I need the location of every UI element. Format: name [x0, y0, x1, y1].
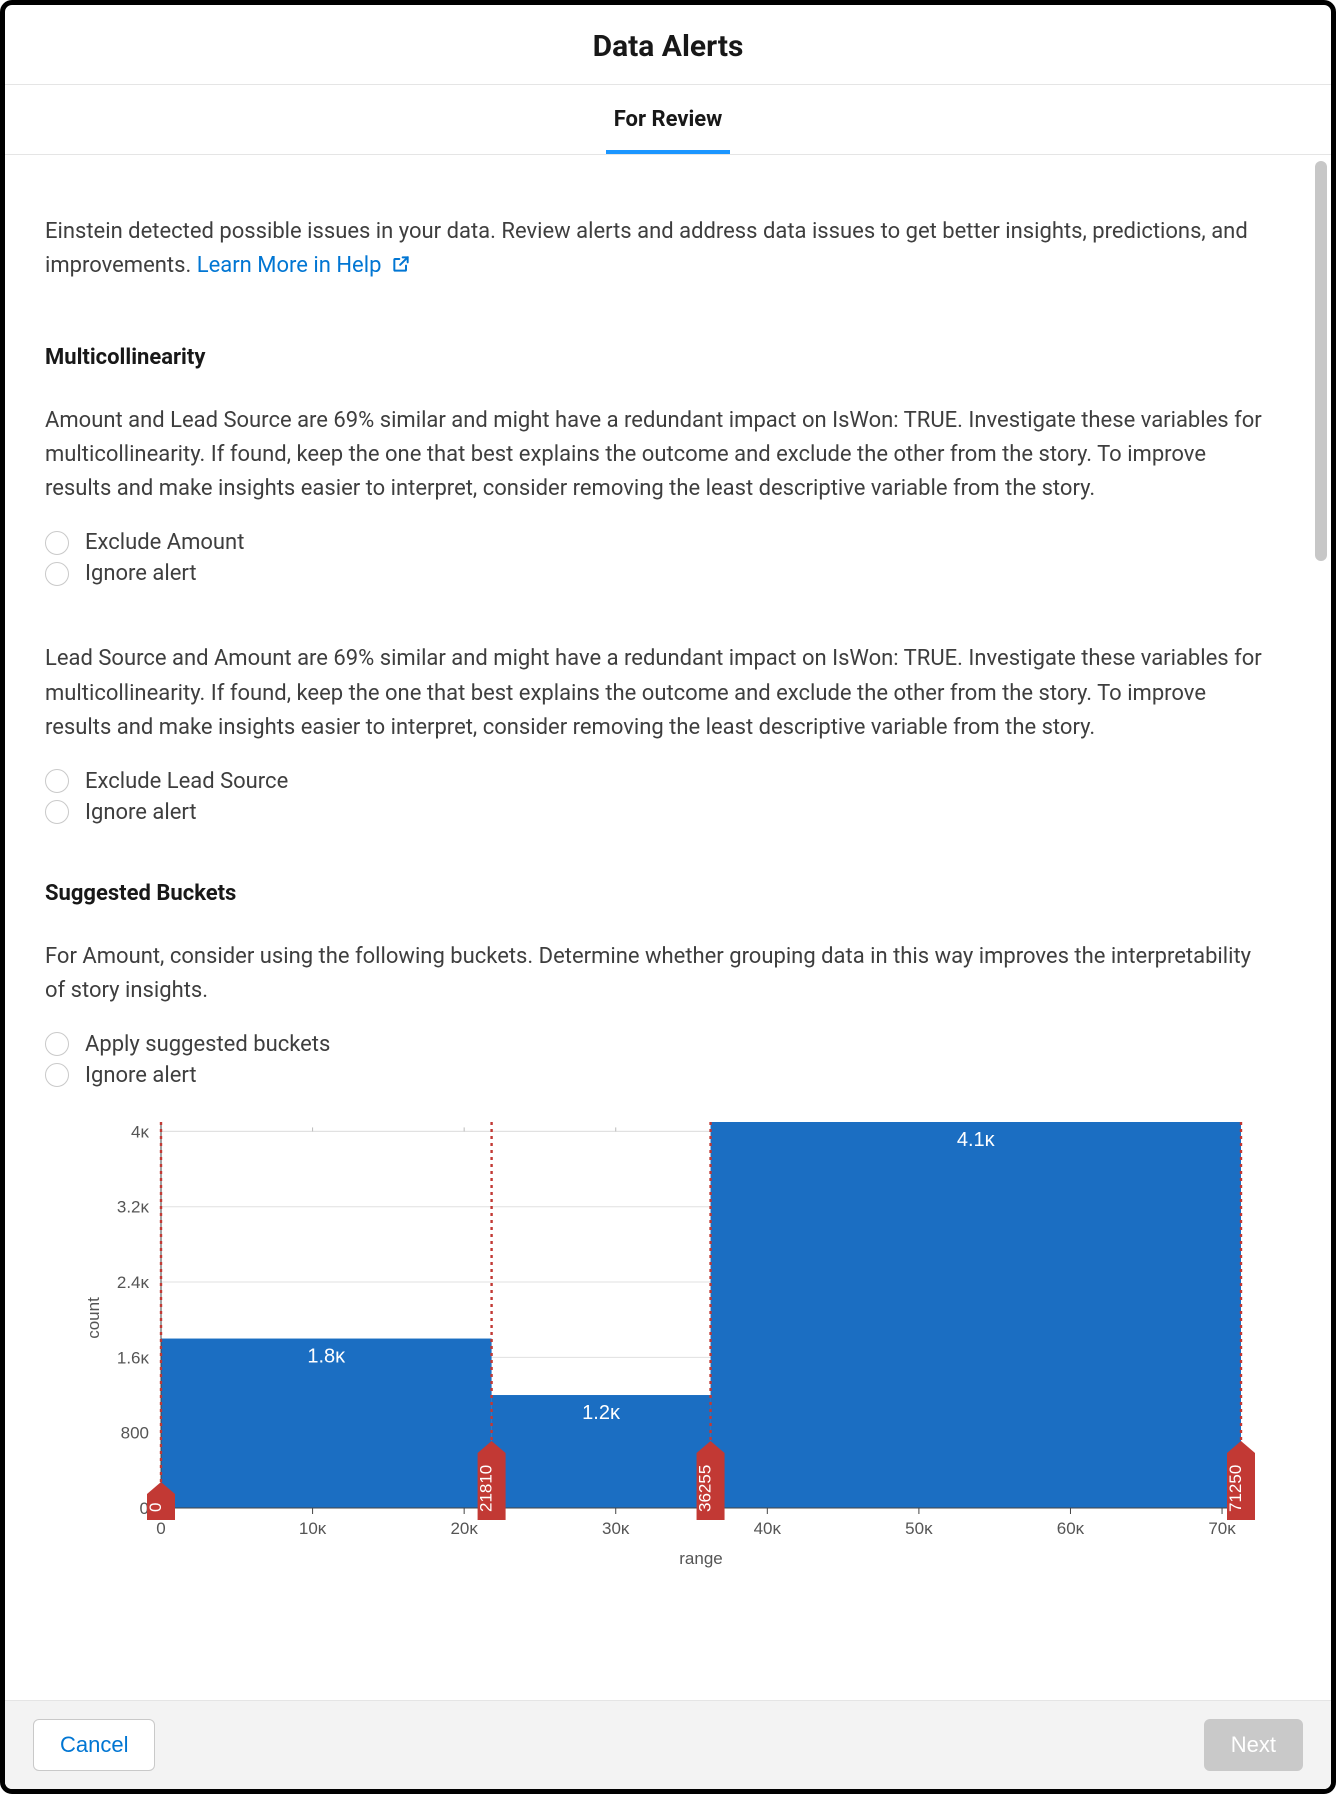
radio-exclude-lead-source[interactable]: Exclude Lead Source [45, 769, 1273, 794]
svg-text:40ᴋ: 40ᴋ [754, 1519, 782, 1538]
alert-text: Amount and Lead Source are 69% similar a… [45, 404, 1273, 506]
radio-label: Ignore alert [85, 561, 197, 586]
svg-text:21810: 21810 [477, 1465, 496, 1512]
modal-footer: Cancel Next [5, 1700, 1331, 1789]
radio-label: Apply suggested buckets [85, 1032, 330, 1057]
next-button[interactable]: Next [1204, 1719, 1303, 1771]
svg-text:60ᴋ: 60ᴋ [1057, 1519, 1085, 1538]
radio-label: Exclude Amount [85, 530, 244, 555]
intro-paragraph: Einstein detected possible issues in you… [45, 215, 1273, 285]
data-alerts-modal: Data Alerts For Review Einstein detected… [0, 0, 1336, 1794]
svg-text:2.4ᴋ: 2.4ᴋ [117, 1273, 150, 1292]
multicollinearity-alert-1: Amount and Lead Source are 69% similar a… [45, 404, 1273, 586]
svg-text:0: 0 [146, 1502, 165, 1511]
radio-exclude-amount[interactable]: Exclude Amount [45, 530, 1273, 555]
content-scroll-wrap: Einstein detected possible issues in you… [5, 155, 1331, 1700]
learn-more-link[interactable]: Learn More in Help [197, 253, 411, 278]
suggested-buckets-heading: Suggested Buckets [45, 881, 1273, 906]
svg-text:50ᴋ: 50ᴋ [905, 1519, 933, 1538]
modal-header: Data Alerts [5, 5, 1331, 85]
bucket-histogram: 0 800 1.6ᴋ 2.4ᴋ 3.2ᴋ 4ᴋ 0 10ᴋ 20ᴋ 30ᴋ 40ᴋ 50ᴋ 60ᴋ 70ᴋ… [71, 1118, 1273, 1622]
svg-text:71250: 71250 [1226, 1465, 1245, 1512]
radio-icon [45, 1063, 69, 1087]
radio-label: Exclude Lead Source [85, 769, 288, 794]
svg-text:70ᴋ: 70ᴋ [1208, 1519, 1236, 1538]
radio-icon [45, 800, 69, 824]
external-link-icon [391, 251, 411, 285]
multicollinearity-heading: Multicollinearity [45, 345, 1273, 370]
scrollbar-track[interactable] [1315, 161, 1327, 1694]
radio-icon [45, 531, 69, 555]
modal-title: Data Alerts [5, 29, 1331, 64]
svg-text:4ᴋ: 4ᴋ [131, 1122, 149, 1141]
radio-label: Ignore alert [85, 1063, 197, 1088]
tab-for-review[interactable]: For Review [606, 85, 731, 154]
svg-text:0: 0 [156, 1519, 165, 1538]
svg-text:count: count [84, 1297, 103, 1339]
svg-text:1.6ᴋ: 1.6ᴋ [117, 1348, 150, 1367]
svg-text:36255: 36255 [696, 1465, 715, 1512]
tabs-bar: For Review [5, 85, 1331, 155]
radio-ignore-alert-2[interactable]: Ignore alert [45, 800, 1273, 825]
scrollbar-thumb[interactable] [1315, 161, 1327, 561]
alert-text: Lead Source and Amount are 69% similar a… [45, 642, 1273, 744]
buckets-text: For Amount, consider using the following… [45, 940, 1273, 1008]
learn-more-text: Learn More in Help [197, 253, 382, 278]
radio-label: Ignore alert [85, 800, 197, 825]
bucket-histogram-svg: 0 800 1.6ᴋ 2.4ᴋ 3.2ᴋ 4ᴋ 0 10ᴋ 20ᴋ 30ᴋ 40ᴋ 50ᴋ 60ᴋ 70ᴋ… [71, 1118, 1291, 1618]
radio-icon [45, 1032, 69, 1056]
svg-text:30ᴋ: 30ᴋ [602, 1519, 630, 1538]
radio-ignore-alert-1[interactable]: Ignore alert [45, 561, 1273, 586]
svg-text:4.1ᴋ: 4.1ᴋ [957, 1129, 996, 1151]
svg-text:1.2ᴋ: 1.2ᴋ [582, 1402, 621, 1424]
radio-ignore-buckets[interactable]: Ignore alert [45, 1063, 1273, 1088]
radio-apply-buckets[interactable]: Apply suggested buckets [45, 1032, 1273, 1057]
radio-icon [45, 769, 69, 793]
svg-text:10ᴋ: 10ᴋ [299, 1519, 327, 1538]
svg-text:800: 800 [121, 1424, 149, 1443]
svg-text:3.2ᴋ: 3.2ᴋ [117, 1198, 150, 1217]
svg-text:20ᴋ: 20ᴋ [450, 1519, 478, 1538]
content-area: Einstein detected possible issues in you… [5, 155, 1313, 1700]
svg-text:1.8ᴋ: 1.8ᴋ [307, 1345, 346, 1367]
radio-icon [45, 562, 69, 586]
cancel-button[interactable]: Cancel [33, 1719, 155, 1771]
multicollinearity-alert-2: Lead Source and Amount are 69% similar a… [45, 642, 1273, 824]
svg-text:range: range [679, 1549, 722, 1568]
